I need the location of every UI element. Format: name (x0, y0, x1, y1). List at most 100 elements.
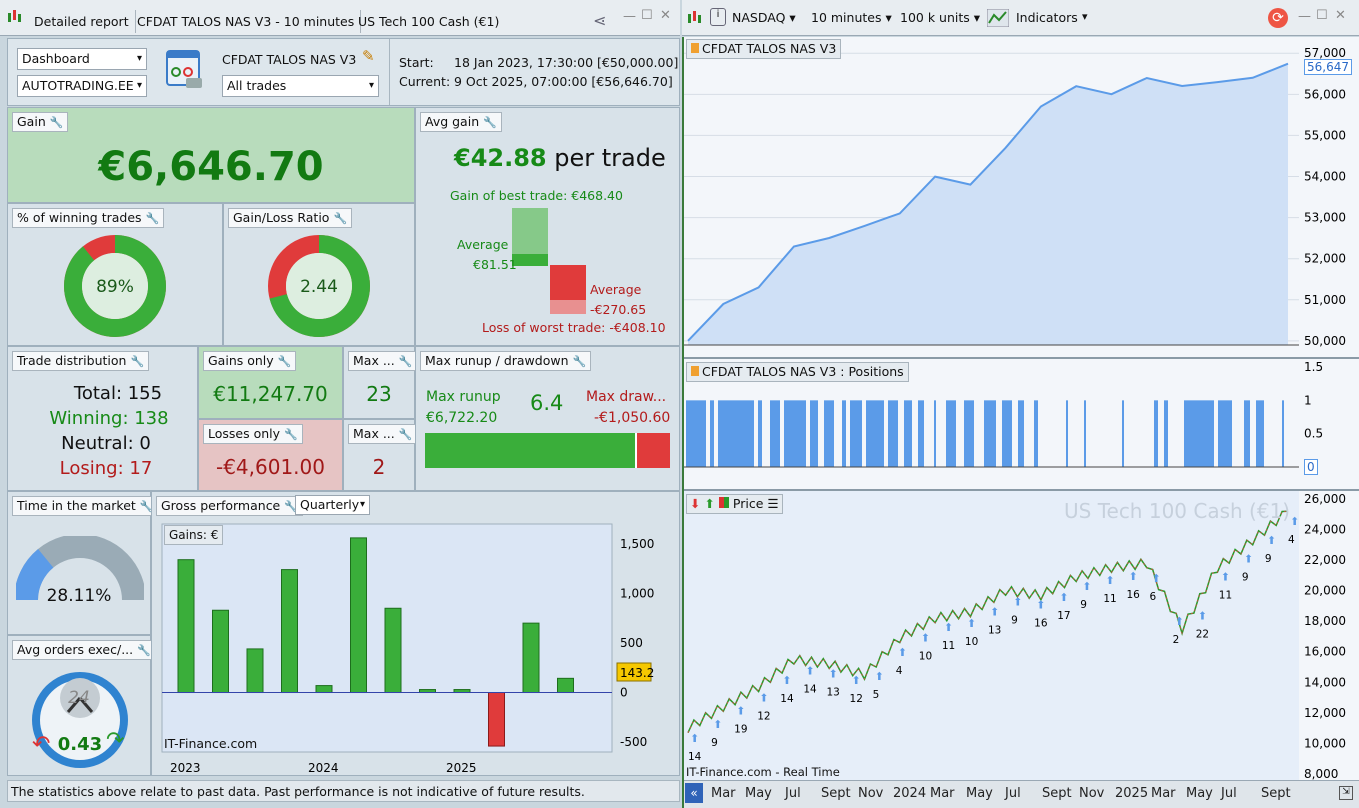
wrench-icon[interactable]: 🔧 (483, 116, 497, 129)
chart-icon[interactable] (6, 8, 24, 24)
wrench-icon[interactable]: 🔧 (284, 500, 298, 513)
x-tick-label: 2023 (170, 761, 201, 775)
period-select[interactable]: Quarterly ▾ (295, 495, 370, 515)
wrench-icon[interactable]: 🔧 (398, 428, 413, 441)
units-select[interactable]: 100 k units ▾ (900, 10, 981, 25)
bar-2025-q4 (557, 677, 574, 694)
close-icon[interactable]: ✕ (1335, 8, 1346, 23)
wrench-icon[interactable]: 🔧 (333, 212, 348, 225)
position-bar (686, 400, 706, 467)
wrench-icon[interactable]: 🔧 (130, 355, 145, 368)
runup-bar (425, 433, 670, 468)
tab-detailed-report[interactable]: Detailed report (28, 10, 136, 33)
worst-trade: Loss of worst trade: -€408.10 (482, 320, 666, 335)
price-style-icon[interactable] (718, 497, 729, 508)
last-value-text: 143.2 (620, 666, 654, 680)
time-market-label: Time in the market 🔧 (12, 496, 159, 516)
x-tick-label: 2025 (446, 761, 477, 775)
maximize-icon[interactable]: ☐ (1316, 8, 1328, 23)
position-bar (850, 400, 862, 467)
winning-value: 89% (96, 277, 134, 297)
price-chart: 8,000 10,000 12,000 14,000 16,000 18,000 20,00… (684, 491, 1346, 781)
wrench-icon[interactable]: 🔧 (49, 116, 64, 129)
buy-marker: ⬆ (782, 674, 791, 687)
trade-count-label: 4 (1288, 534, 1295, 546)
trades-select[interactable]: All trades ▾ (222, 75, 379, 97)
x-axis-label: Nov (858, 786, 884, 801)
indicators-button[interactable]: Indicators (1016, 10, 1078, 25)
chart-icon[interactable] (686, 9, 704, 29)
avg-gain-value: €42.88 per trade (454, 144, 666, 172)
start-label: Start: (399, 55, 434, 70)
x-axis: « Mar May Jul Sept Nov 2024 Mar May Jul Sept Nov 20… (684, 780, 1359, 808)
y-tick-label: 1,000 (620, 586, 654, 600)
report-settings-icon[interactable] (166, 50, 204, 90)
edit-icon[interactable]: ✎ (362, 47, 375, 65)
minimize-icon[interactable]: — (1298, 9, 1311, 24)
divider (684, 357, 1359, 359)
position-bar (1256, 400, 1264, 467)
y-tick-label: 24,000 (1304, 523, 1346, 537)
best-trade: Gain of best trade: €468.40 (450, 188, 623, 203)
wrench-icon[interactable]: 🔧 (139, 500, 154, 513)
wrench-icon[interactable]: 🔧 (398, 355, 413, 368)
y-tick-label: 55,000 (1304, 128, 1346, 142)
indicators-dropdown[interactable]: ▾ (1082, 10, 1088, 23)
wrench-icon[interactable]: 🔧 (572, 355, 587, 368)
wrench-icon[interactable]: 🔧 (277, 355, 292, 368)
account-select[interactable]: AUTOTRADING.EE ▾ (17, 75, 147, 97)
wrench-icon[interactable]: 🔧 (137, 644, 151, 657)
position-bar (1122, 400, 1124, 467)
refresh-icon[interactable]: ⟳ (1268, 8, 1288, 28)
positions-chart: 0.5 1 1.5 (684, 360, 1323, 468)
avg-pos-label: Average (457, 237, 509, 252)
x-axis-label: Nov (1079, 786, 1105, 801)
zoom-icon[interactable]: ⇲ (1339, 786, 1353, 800)
bar-2025-q3 (522, 622, 540, 694)
market-info-icon[interactable]: i (710, 8, 726, 26)
close-icon[interactable]: ✕ (660, 8, 671, 23)
trade-total: Total: 155 (73, 383, 163, 404)
sell-arrow-icon[interactable]: ⬇ (690, 496, 701, 511)
trade-count-label: 10 (965, 636, 978, 648)
bar-2024-q2 (350, 537, 367, 694)
indicators-icon[interactable] (986, 8, 1010, 31)
up-arrow-icon: ↷ (106, 728, 125, 753)
gains-only-panel: Gains only 🔧 €11,247.70 (198, 346, 343, 419)
clock-dial: 24 (68, 688, 90, 708)
avg-pos-bar (512, 254, 548, 266)
trade-count-label: 9 (1011, 614, 1018, 626)
avg-gain-panel: Avg gain 🔧 €42.88 per trade Gain of best … (415, 107, 680, 346)
buy-arrow-icon[interactable]: ⬆ (704, 496, 715, 511)
buy-marker: ⬆ (736, 705, 745, 718)
wrench-icon[interactable]: 🔧 (284, 428, 298, 441)
date-range (389, 39, 390, 105)
equity-title: CFDAT TALOS NAS V3 (686, 39, 842, 59)
maximize-icon[interactable]: ☐ (641, 8, 653, 23)
minimize-icon[interactable]: — (623, 9, 636, 24)
trade-count-label: 13 (988, 624, 1001, 636)
position-bar (1018, 400, 1024, 467)
tab-instrument[interactable]: US Tech 100 Cash (€1) (358, 14, 500, 29)
scroll-left-icon[interactable]: « (685, 783, 703, 803)
tab-system[interactable]: CFDAT TALOS NAS V3 - 10 minutes (131, 10, 362, 33)
position-bar (758, 400, 762, 467)
list-icon[interactable]: ☰ (767, 496, 779, 511)
timeframe-select[interactable]: 10 minutes ▾ (811, 10, 892, 25)
x-axis-label: Jul (1221, 786, 1237, 801)
trade-losing: Losing: 17 (59, 458, 153, 479)
share-icon[interactable]: ⋖ (593, 11, 607, 30)
x-axis-label: Jul (1005, 786, 1021, 801)
wrench-icon[interactable]: 🔧 (145, 212, 160, 225)
market-select[interactable]: NASDAQ ▾ (732, 10, 796, 25)
last-value-badge (616, 662, 652, 682)
trade-dist-panel: Trade distribution 🔧 Total: 155 Winning: … (7, 346, 198, 491)
position-bar (1034, 400, 1038, 467)
runup-panel: Max runup / drawdown 🔧 Max runup €6,722.2… (415, 346, 680, 491)
max-consec-loss-panel: Max ... 🔧 2 (343, 419, 418, 491)
trade-count-label: 9 (711, 737, 718, 749)
view-select[interactable]: Dashboard ▾ (17, 48, 147, 70)
position-bar (866, 400, 884, 467)
x-tick-label: 2024 (308, 761, 339, 775)
trade-count-label: 12 (850, 693, 863, 705)
